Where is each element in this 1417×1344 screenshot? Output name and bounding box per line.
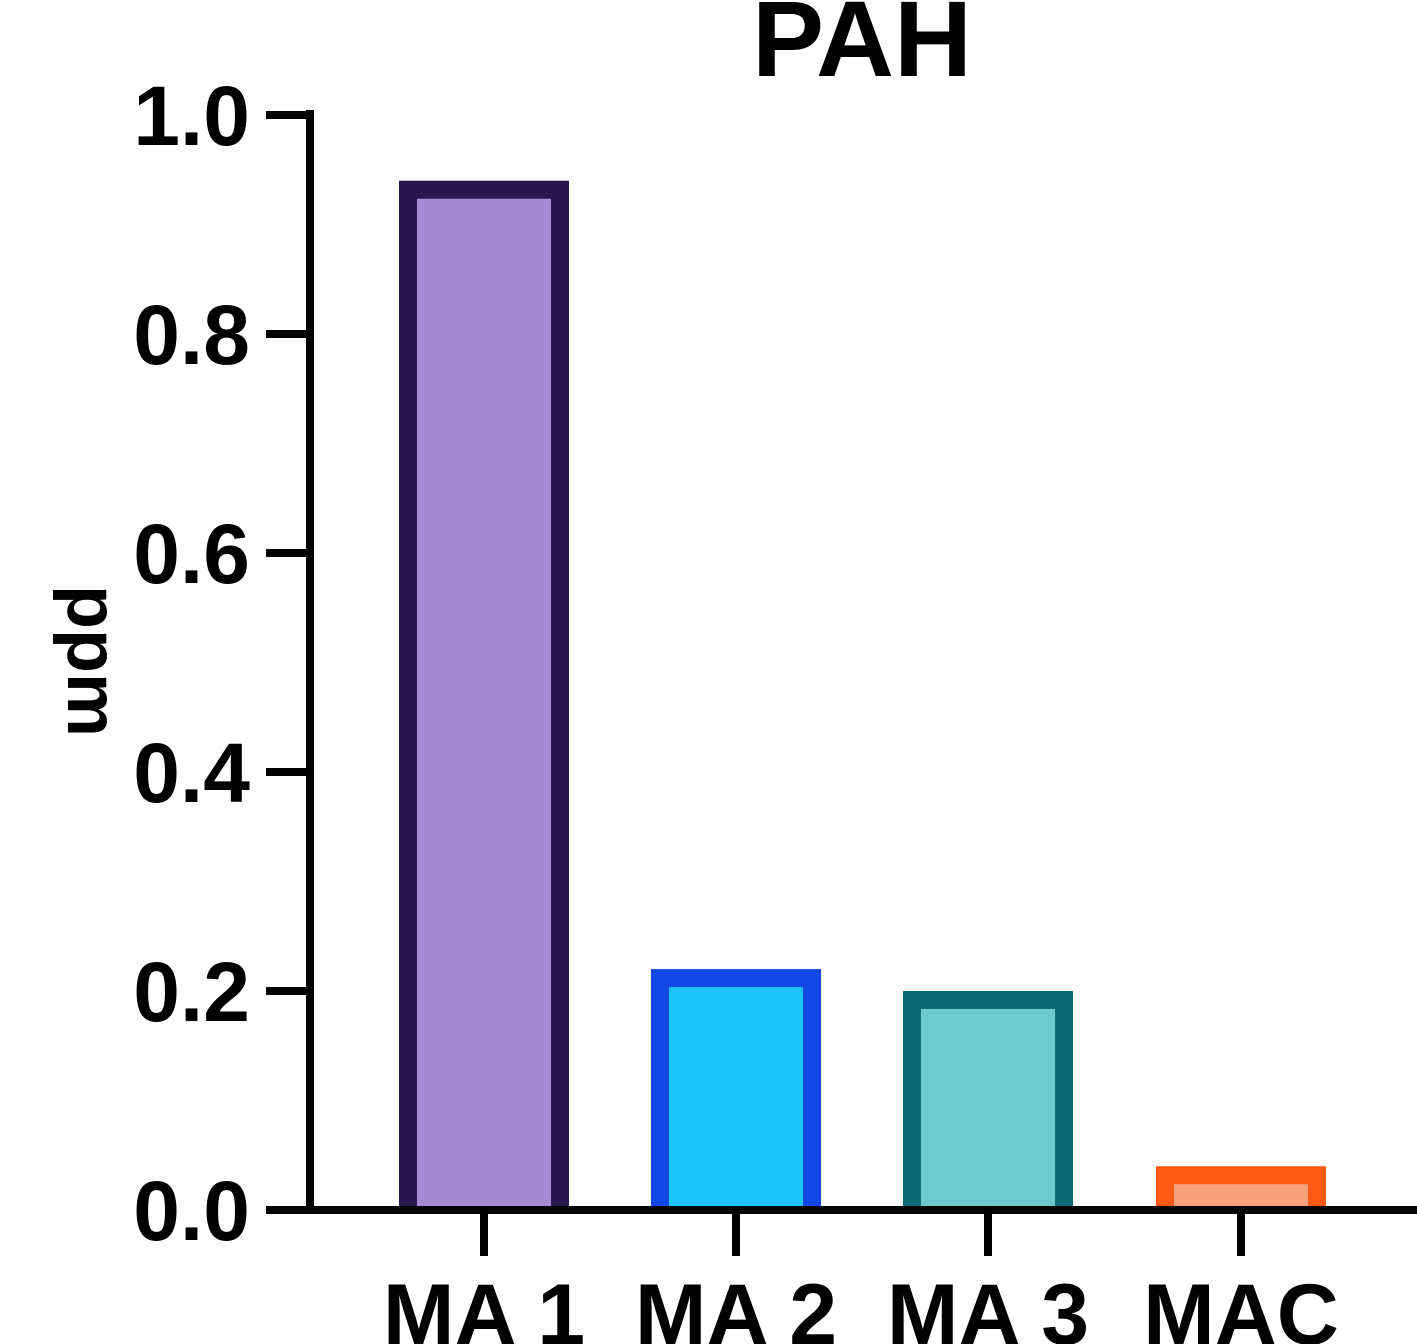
y-axis-label: ppm: [52, 585, 132, 737]
y-tick-label: 0.4: [133, 726, 250, 820]
y-tick-label: 0.2: [133, 945, 250, 1039]
x-tick-label: MA 1: [383, 1267, 585, 1344]
bar-fill-ma-2: [669, 987, 803, 1210]
x-tick-label: MAC: [1143, 1267, 1339, 1344]
bars-group: [399, 180, 1326, 1211]
y-tick-label: 0.6: [133, 507, 250, 601]
x-ticks-group: MA 1 MA 2 MA 3 MAC: [383, 1212, 1339, 1344]
bar-fill-ma-3: [921, 1009, 1055, 1210]
chart-title: PAH: [752, 0, 972, 99]
y-tick-label: 1.0: [133, 69, 250, 163]
y-ticks-group: 0.0 0.2 0.4 0.6 0.8 1.0: [133, 69, 310, 1258]
bar-fill-mac: [1174, 1184, 1308, 1210]
y-tick-label: 0.8: [133, 288, 250, 382]
y-tick-label: 0.0: [133, 1164, 250, 1258]
x-tick-label: MA 3: [887, 1267, 1089, 1344]
bar-fill-ma-1: [417, 198, 551, 1210]
x-tick-label: MA 2: [635, 1267, 837, 1344]
